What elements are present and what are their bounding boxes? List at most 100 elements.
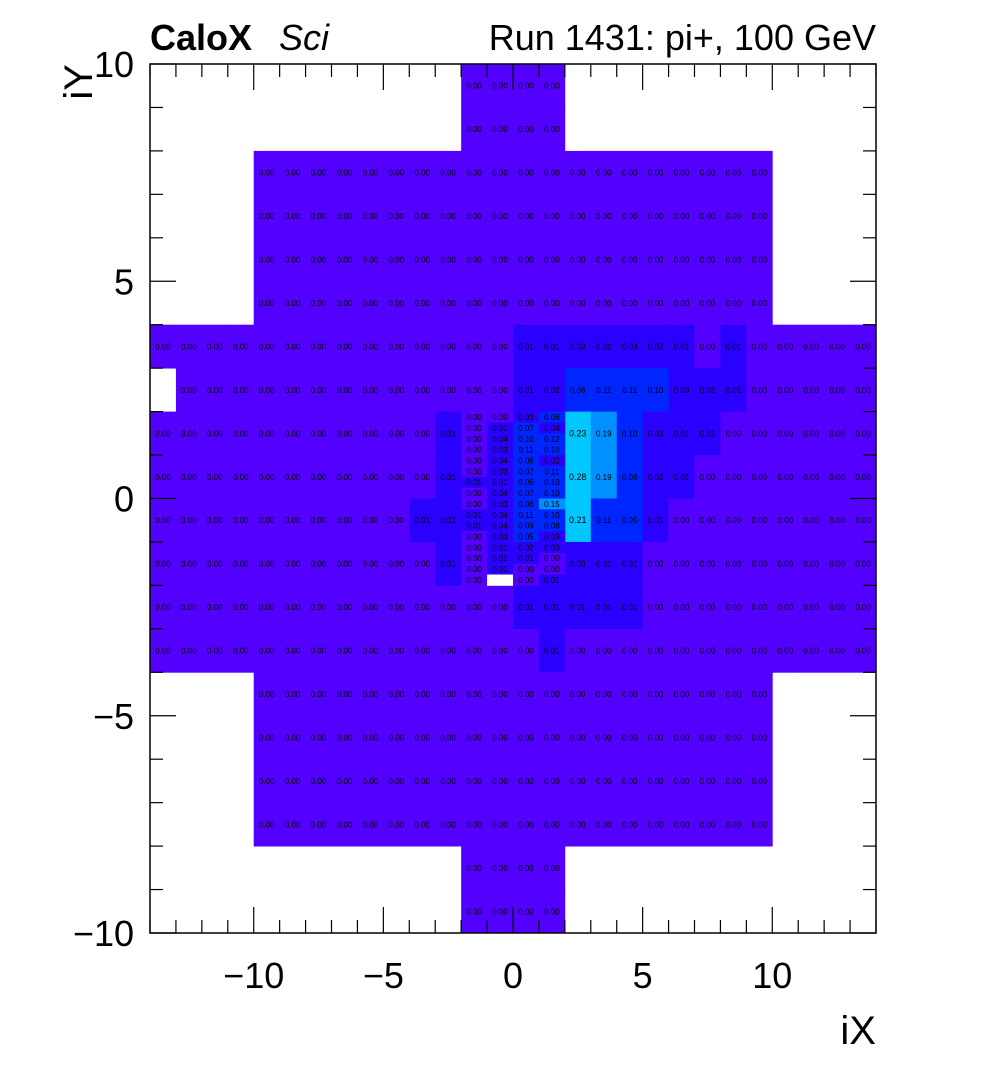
heatmap-fine-cell bbox=[461, 509, 488, 521]
cell-value-label: 0.00 bbox=[570, 647, 586, 656]
cell-value-label: 0.00 bbox=[622, 169, 638, 178]
cell-value-label: 0.00 bbox=[466, 424, 482, 433]
cell-value-label: 0.00 bbox=[700, 560, 716, 569]
heatmap-cell bbox=[487, 107, 514, 152]
cell-value-label: 0.00 bbox=[389, 342, 405, 351]
cell-value-label: 0.00 bbox=[285, 473, 301, 482]
heatmap-fine-cell bbox=[513, 433, 540, 445]
cell-value-label: 0.11 bbox=[622, 386, 638, 395]
cell-value-label: 0.00 bbox=[207, 386, 223, 395]
cell-value-label: 0.00 bbox=[726, 473, 742, 482]
cell-value-label: 0.00 bbox=[544, 82, 560, 91]
cell-value-label: 0.00 bbox=[803, 647, 819, 656]
heatmap-cell bbox=[538, 715, 566, 760]
cell-value-label: 0.00 bbox=[855, 429, 871, 438]
heatmap-cell bbox=[668, 715, 695, 760]
heatmap-cell bbox=[357, 281, 384, 326]
cell-value-label: 0.00 bbox=[518, 733, 534, 742]
heatmap-cell bbox=[435, 585, 462, 630]
heatmap-cell bbox=[383, 628, 410, 673]
cell-value-label: 0.00 bbox=[726, 603, 742, 612]
cell-value-label: 0.15 bbox=[544, 500, 560, 509]
cell-value-label: 0.00 bbox=[207, 516, 223, 525]
cell-value-label: 0.00 bbox=[363, 603, 379, 612]
cell-value-label: 0.00 bbox=[492, 299, 508, 308]
cell-value-label: 0.00 bbox=[492, 864, 508, 873]
heatmap-fine-cell bbox=[461, 541, 488, 554]
cell-value-label: 0.00 bbox=[466, 864, 482, 873]
cell-value-label: 0.01 bbox=[596, 603, 612, 612]
heatmap-fine-cell bbox=[513, 422, 540, 434]
cell-value-label: 0.00 bbox=[596, 733, 612, 742]
cell-value-label: 0.00 bbox=[363, 342, 379, 351]
cell-value-label: 0.00 bbox=[207, 560, 223, 569]
heatmap-fine-cell bbox=[487, 498, 514, 510]
heatmap-cell bbox=[564, 411, 592, 456]
heatmap-cell bbox=[279, 368, 306, 412]
heatmap-cell bbox=[487, 150, 514, 195]
cell-value-label: 0.01 bbox=[674, 429, 690, 438]
cell-value-label: 0.01 bbox=[622, 603, 638, 612]
heatmap-fine-cell bbox=[461, 520, 488, 532]
heatmap-fine-cell bbox=[513, 552, 540, 565]
heatmap-cell bbox=[305, 541, 332, 586]
cell-value-label: 0.00 bbox=[414, 690, 430, 699]
cell-value-label: 0.00 bbox=[544, 169, 560, 178]
heatmap-cell bbox=[409, 498, 436, 543]
cell-value-label: 0.00 bbox=[674, 733, 690, 742]
cell-value-label: 0.03 bbox=[492, 446, 508, 455]
cell-value-label: 0.00 bbox=[285, 386, 301, 395]
cell-value-label: 0.00 bbox=[285, 169, 301, 178]
heatmap-cell bbox=[798, 585, 825, 630]
cell-value-label: 0.00 bbox=[544, 212, 560, 221]
cell-value-label: 0.00 bbox=[259, 647, 275, 656]
heatmap-cell bbox=[564, 541, 592, 586]
heatmap-cell bbox=[720, 759, 747, 804]
heatmap-cell bbox=[746, 237, 773, 282]
cell-value-label: 0.00 bbox=[544, 565, 560, 574]
heatmap-cell bbox=[201, 628, 229, 673]
heatmap-cell bbox=[538, 194, 566, 239]
heatmap-cell bbox=[357, 715, 384, 760]
heatmap-cell bbox=[746, 368, 773, 412]
cell-value-label: 0.00 bbox=[389, 473, 405, 482]
cell-value-label: 0.00 bbox=[285, 603, 301, 612]
heatmap-cell bbox=[616, 585, 644, 630]
heatmap-cell bbox=[513, 64, 540, 108]
heatmap-cell bbox=[227, 628, 255, 673]
heatmap-cell bbox=[305, 715, 332, 760]
heatmap-cell bbox=[798, 628, 825, 673]
cell-value-label: 0.00 bbox=[829, 560, 845, 569]
cell-value-label: 0.21 bbox=[569, 515, 587, 525]
cell-value-label: 0.00 bbox=[389, 212, 405, 221]
heatmap-cell bbox=[720, 150, 747, 195]
heatmap-cell bbox=[772, 455, 799, 499]
heatmap-cell bbox=[279, 672, 306, 717]
heatmap-fine-cell bbox=[538, 465, 566, 478]
heatmap-cell bbox=[383, 802, 410, 847]
cell-value-label: 0.00 bbox=[337, 560, 353, 569]
cell-value-label: 0.00 bbox=[544, 733, 560, 742]
cell-value-label: 0.00 bbox=[440, 169, 456, 178]
heatmap-cell bbox=[590, 585, 618, 630]
heatmap-fine-cell bbox=[487, 487, 514, 499]
heatmap-cell bbox=[409, 194, 436, 239]
heatmap-cell bbox=[694, 194, 721, 239]
cell-value-label: 0.00 bbox=[674, 256, 690, 265]
cell-value-label: 0.00 bbox=[622, 299, 638, 308]
cell-value-label: 0.00 bbox=[700, 733, 716, 742]
heatmap-cell bbox=[253, 628, 281, 673]
cell-value-label: 0.00 bbox=[259, 429, 275, 438]
heatmap-cell bbox=[279, 585, 306, 630]
cell-value-label: 0.00 bbox=[570, 690, 586, 699]
heatmap-cell bbox=[772, 628, 799, 673]
heatmap-cell bbox=[538, 846, 566, 890]
heatmap-cell bbox=[590, 194, 618, 239]
cell-value-label: 0.00 bbox=[259, 777, 275, 786]
cell-value-label: 0.01 bbox=[492, 543, 508, 552]
heatmap-cell bbox=[850, 368, 877, 412]
heatmap-cell bbox=[564, 715, 592, 760]
cell-value-label: 0.01 bbox=[492, 554, 508, 563]
axis-ticks bbox=[149, 63, 877, 934]
cell-value-label: 0.00 bbox=[570, 733, 586, 742]
